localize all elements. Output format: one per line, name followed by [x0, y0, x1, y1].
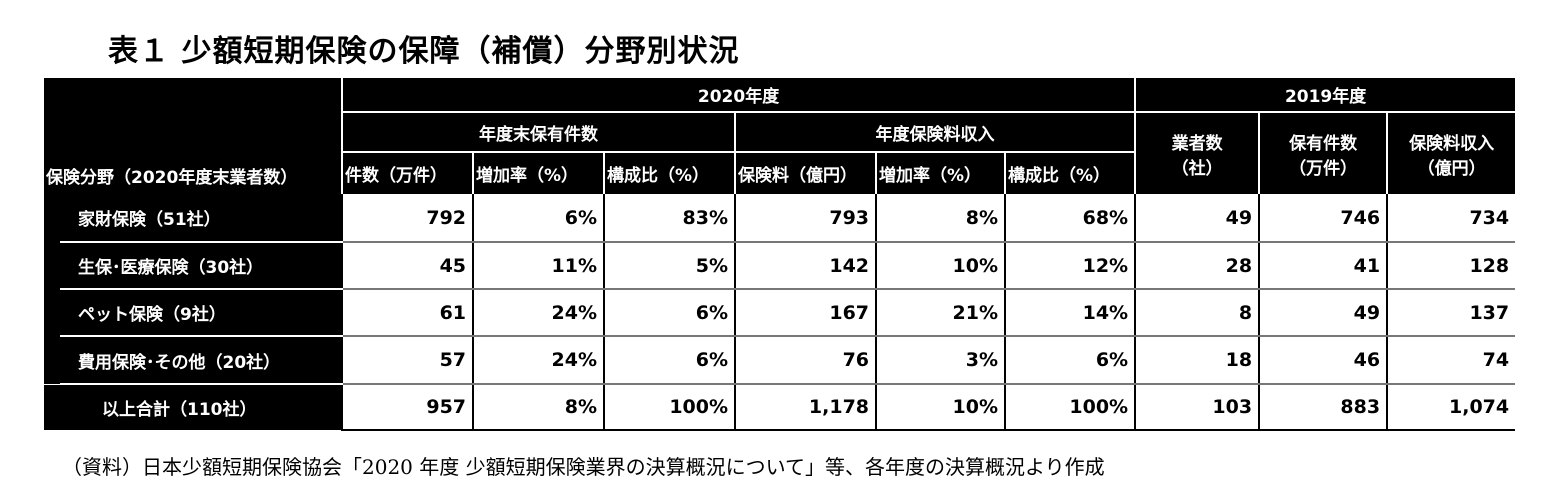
value-cell: 14% [1004, 289, 1136, 337]
value-cell: 957 [341, 384, 474, 431]
table-row: 家財保険（51社） 792 6% 83% 793 8% 68% 49 746 734 [44, 194, 1516, 243]
value-cell: 142 [734, 242, 877, 290]
row-indent [44, 242, 60, 289]
source-note: （資料）日本少額短期保険協会「2020 年度 少額短期保険業界の決算概況について… [62, 455, 1105, 479]
value-cell: 28 [1134, 242, 1260, 290]
value-cell: 8% [472, 384, 605, 431]
col-header-premium-2019: 保険料収入 （億円） [1386, 112, 1516, 194]
row-indent [44, 194, 60, 242]
value-cell: 746 [1258, 194, 1388, 243]
value-cell: 11% [472, 242, 605, 290]
value-cell: 128 [1386, 242, 1516, 290]
value-cell: 734 [1386, 194, 1516, 243]
col-header-companies-line2: （社） [1171, 158, 1223, 179]
table-row: 生保･医療保険（30社） 45 11% 5% 142 10% 12% 28 41 128 [44, 242, 1516, 290]
col-header-companies-line1: 業者数 [1171, 133, 1223, 154]
value-cell: 10% [875, 384, 1006, 431]
value-cell: 793 [734, 194, 877, 243]
value-cell: 1,178 [734, 384, 877, 431]
value-cell: 21% [875, 289, 1006, 337]
value-cell: 1,074 [1386, 384, 1516, 431]
year-2019-header: 2019年度 [1134, 78, 1516, 113]
value-cell: 49 [1134, 194, 1260, 243]
value-cell: 18 [1134, 336, 1260, 385]
value-cell: 137 [1386, 289, 1516, 337]
col-header-premium-share: 構成比（%） [1004, 152, 1136, 194]
premium-group-header: 年度保険料収入 [734, 112, 1136, 153]
value-cell: 68% [1004, 194, 1136, 243]
table-row: ペット保険（9社） 61 24% 6% 167 21% 14% 8 49 137 [44, 289, 1516, 337]
col-header-premium-2019-line2: （億円） [1417, 158, 1486, 179]
value-cell: 8% [875, 194, 1006, 243]
value-cell: 10% [875, 242, 1006, 290]
value-cell: 6% [1004, 336, 1136, 385]
value-cell: 83% [603, 194, 736, 243]
value-cell: 3% [875, 336, 1006, 385]
value-cell: 74 [1386, 336, 1516, 385]
table-row: 費用保険･その他（20社） 57 24% 6% 76 3% 6% 18 46 74 [44, 336, 1516, 385]
table-title: 表１ 少額短期保険の保障（補償）分野別状況 [108, 34, 740, 69]
data-table: 保険分野（2020年度末業者数） 2020年度 2019年度 年度末保有件数 年… [44, 78, 1516, 431]
value-cell: 5% [603, 242, 736, 290]
table-row: 以上合計（110社） 957 8% 100% 1,178 10% 100% 103 883 1,0… [44, 384, 1516, 431]
value-cell: 61 [341, 289, 474, 337]
value-cell: 76 [734, 336, 877, 385]
value-cell: 41 [1258, 242, 1388, 290]
value-cell: 46 [1258, 336, 1388, 385]
row-header-label: 保険分野（2020年度末業者数） [46, 168, 298, 188]
col-header-count-growth: 増加率（%） [472, 152, 605, 194]
col-header-premium-growth: 増加率（%） [875, 152, 1006, 194]
value-cell: 103 [1134, 384, 1260, 431]
value-cell: 57 [341, 336, 474, 385]
value-cell: 45 [341, 242, 474, 290]
col-header-premium-2019-line1: 保険料収入 [1409, 133, 1495, 154]
value-cell: 6% [472, 194, 605, 243]
row-label: ペット保険（9社） [60, 289, 343, 337]
row-label: 家財保険（51社） [60, 194, 343, 243]
value-cell: 49 [1258, 289, 1388, 337]
col-header-premium: 保険料（億円） [734, 152, 877, 194]
row-label: 費用保険･その他（20社） [60, 336, 343, 385]
value-cell: 24% [472, 289, 605, 337]
value-cell: 100% [603, 384, 736, 431]
year-2020-header: 2020年度 [341, 78, 1136, 113]
col-header-contracts-2019-line2: （万件） [1289, 158, 1358, 179]
value-cell: 24% [472, 336, 605, 385]
col-header-companies: 業者数 （社） [1134, 112, 1260, 194]
total-row-label: 以上合計（110社） [44, 384, 343, 430]
value-cell: 100% [1004, 384, 1136, 431]
value-cell: 6% [603, 336, 736, 385]
col-header-count-share: 構成比（%） [603, 152, 736, 194]
value-cell: 6% [603, 289, 736, 337]
row-label: 生保･医療保険（30社） [60, 242, 343, 290]
row-indent [44, 289, 60, 336]
col-header-count: 件数（万件） [341, 152, 474, 194]
row-header-cell: 保険分野（2020年度末業者数） [44, 78, 343, 194]
contracts-group-header: 年度末保有件数 [341, 112, 736, 153]
value-cell: 8 [1134, 289, 1260, 337]
value-cell: 792 [341, 194, 474, 243]
value-cell: 883 [1258, 384, 1388, 431]
value-cell: 167 [734, 289, 877, 337]
row-indent [44, 336, 60, 384]
col-header-contracts-2019: 保有件数 （万件） [1258, 112, 1388, 194]
col-header-contracts-2019-line1: 保有件数 [1289, 133, 1358, 154]
value-cell: 12% [1004, 242, 1136, 290]
